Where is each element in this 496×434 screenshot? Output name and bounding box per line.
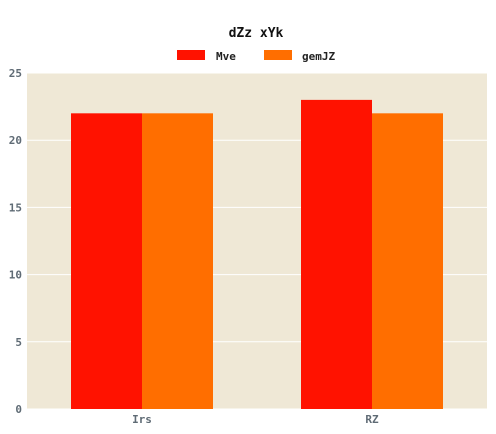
legend-swatch-gemjz <box>264 50 292 60</box>
bar-gemjz-irs <box>142 113 213 409</box>
x-tick-label: Irs <box>132 413 152 426</box>
y-tick-label: 5 <box>15 336 22 349</box>
y-tick-label: 0 <box>15 403 22 416</box>
x-axis-ticks: Irs RZ <box>132 413 379 426</box>
legend-label-gemjz: gemJZ <box>302 50 335 63</box>
y-tick-label: 25 <box>9 67 22 80</box>
bar-mve-irs <box>71 113 142 409</box>
legend-swatch-mve <box>177 50 205 60</box>
y-tick-label: 15 <box>9 201 22 214</box>
legend-label-mve: Mve <box>216 50 236 63</box>
legend: Mve gemJZ <box>177 50 335 63</box>
y-tick-label: 10 <box>9 269 22 282</box>
x-tick-label: RZ <box>365 413 379 426</box>
bars <box>71 99 443 409</box>
y-tick-label: 20 <box>9 134 22 147</box>
chart-title: dZz xYk <box>229 26 284 41</box>
y-axis-ticks: 0 5 10 15 20 25 <box>9 67 22 416</box>
bar-gemjz-rz <box>372 113 443 409</box>
bar-mve-rz <box>301 99 372 409</box>
